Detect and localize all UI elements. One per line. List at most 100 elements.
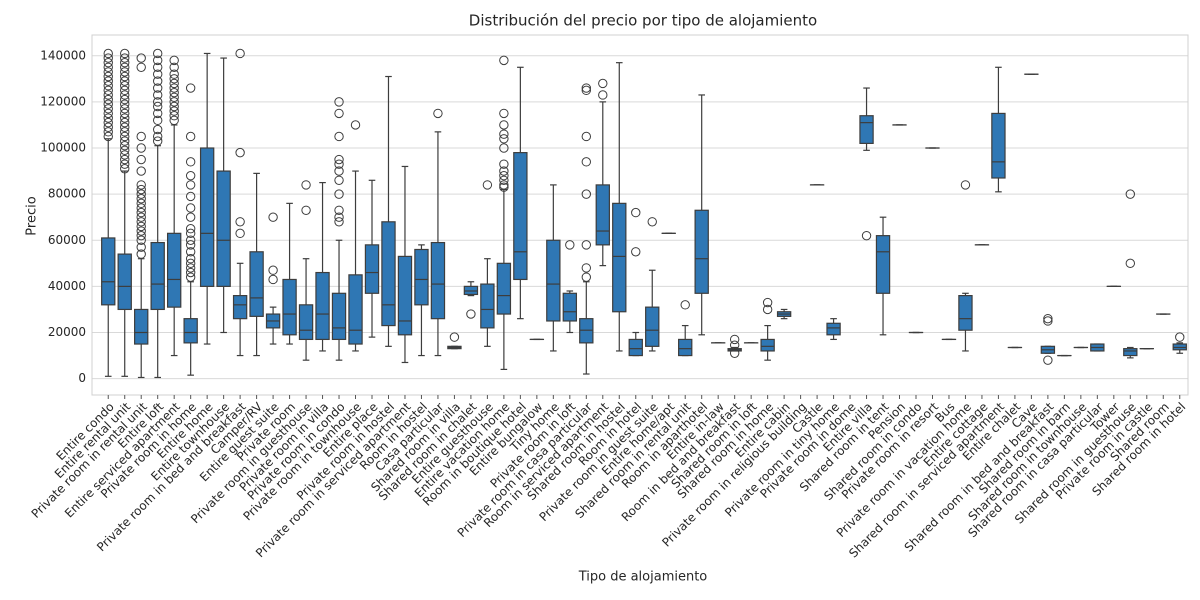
outlier xyxy=(334,217,344,227)
box xyxy=(117,253,132,311)
box xyxy=(645,306,660,347)
outlier xyxy=(120,108,130,119)
outlier xyxy=(136,221,146,232)
outlier xyxy=(449,332,460,342)
box xyxy=(612,202,627,313)
outlier xyxy=(103,67,113,77)
box xyxy=(249,251,264,317)
outlier xyxy=(960,180,971,190)
box xyxy=(216,170,231,287)
outlier xyxy=(762,297,773,308)
box xyxy=(315,271,330,341)
outlier xyxy=(499,175,509,185)
outlier xyxy=(1175,332,1185,342)
box xyxy=(282,278,297,336)
outlier xyxy=(152,69,163,79)
outlier xyxy=(185,180,196,190)
outlier xyxy=(169,101,179,112)
box xyxy=(199,147,215,287)
outlier xyxy=(185,254,196,264)
outlier xyxy=(334,212,344,222)
outlier xyxy=(120,104,130,114)
outlier xyxy=(185,157,196,167)
y-axis-label: Precio xyxy=(25,196,40,235)
outlier xyxy=(120,99,130,109)
box xyxy=(859,115,874,144)
outlier xyxy=(334,97,344,107)
outlier xyxy=(185,228,196,239)
outlier xyxy=(350,120,361,130)
box xyxy=(678,338,693,357)
outlier xyxy=(169,62,179,72)
outlier xyxy=(120,71,130,82)
outlier xyxy=(103,85,113,96)
outlier xyxy=(152,90,163,100)
outlier xyxy=(120,164,130,174)
box xyxy=(331,292,347,341)
outlier xyxy=(301,205,311,215)
box xyxy=(414,248,429,306)
outlier xyxy=(120,76,130,86)
outlier xyxy=(1125,258,1136,269)
outlier xyxy=(185,263,196,273)
outlier xyxy=(136,62,146,72)
box xyxy=(397,255,413,336)
y-tick-label: 20000 xyxy=(48,325,86,339)
outlier xyxy=(499,170,509,181)
outlier xyxy=(466,309,476,319)
outlier xyxy=(120,90,130,100)
outlier xyxy=(499,129,509,139)
outlier xyxy=(120,81,130,91)
outlier xyxy=(762,304,773,315)
outlier xyxy=(581,240,592,250)
box xyxy=(364,244,380,294)
outlier xyxy=(581,83,592,93)
outlier xyxy=(136,143,146,153)
outlier xyxy=(120,113,130,123)
outlier xyxy=(185,203,196,213)
outlier xyxy=(136,194,146,204)
outlier xyxy=(136,207,146,218)
box xyxy=(595,184,610,246)
outlier xyxy=(581,131,592,142)
y-tick-label: 0 xyxy=(78,371,86,385)
box xyxy=(760,338,775,352)
outlier xyxy=(152,101,163,112)
outlier xyxy=(169,92,179,102)
outlier xyxy=(235,217,245,227)
outlier xyxy=(103,57,113,68)
outlier xyxy=(185,170,196,181)
outlier xyxy=(103,127,113,137)
outlier xyxy=(136,189,146,199)
outlier xyxy=(185,191,196,202)
box xyxy=(694,209,709,294)
y-tick-label: 60000 xyxy=(48,233,86,247)
outlier xyxy=(185,258,196,269)
outlier xyxy=(185,247,196,257)
box xyxy=(496,262,512,315)
outlier xyxy=(103,94,113,105)
outlier xyxy=(185,212,196,222)
outlier xyxy=(499,108,509,119)
outlier xyxy=(152,76,163,86)
outlier xyxy=(499,182,509,192)
outlier xyxy=(120,145,130,156)
outlier xyxy=(235,48,245,59)
box xyxy=(166,232,182,308)
box xyxy=(1123,348,1138,357)
outlier xyxy=(136,203,146,213)
outlier xyxy=(120,140,130,151)
outlier xyxy=(120,127,130,137)
outlier xyxy=(120,57,130,68)
outlier xyxy=(334,189,344,199)
outlier xyxy=(581,263,592,273)
outlier xyxy=(169,69,179,79)
outlier xyxy=(499,55,509,66)
outlier xyxy=(581,272,592,282)
outlier xyxy=(185,131,196,142)
plot-frame xyxy=(91,34,1189,396)
box xyxy=(150,241,165,311)
outlier xyxy=(136,131,146,142)
outlier xyxy=(631,247,641,257)
